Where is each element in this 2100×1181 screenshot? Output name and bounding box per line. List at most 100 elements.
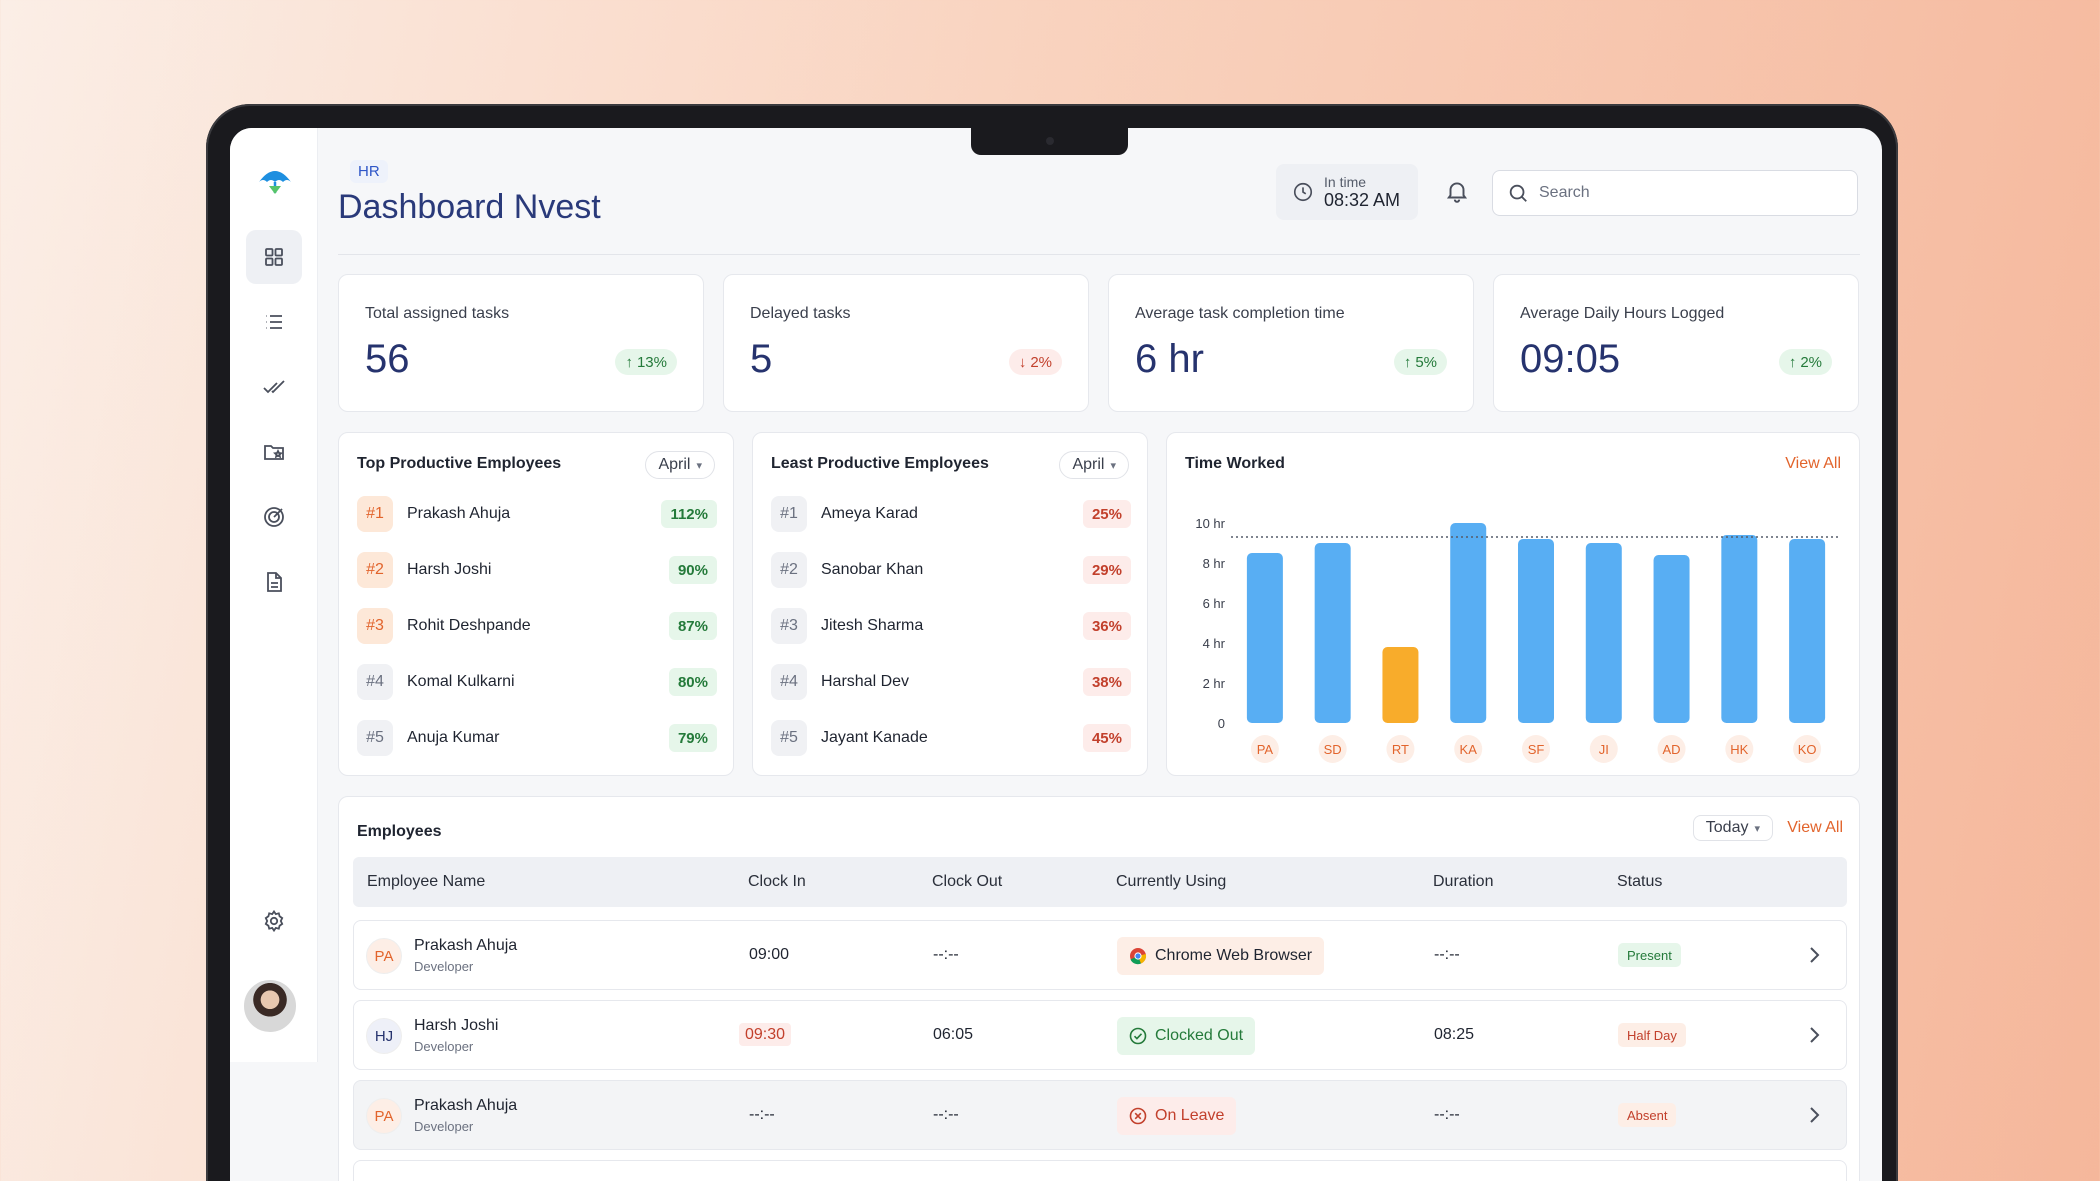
employee-name: Harsh Joshi xyxy=(407,561,492,578)
nav-dashboard[interactable] xyxy=(246,230,302,284)
col-currently-using[interactable]: Currently Using xyxy=(1116,873,1227,890)
employee-name: Jitesh Sharma xyxy=(821,617,924,634)
breadcrumb[interactable]: HR xyxy=(350,160,388,183)
rank-badge: #5 xyxy=(357,720,393,756)
list-item[interactable]: #1 Prakash Ahuja 112% xyxy=(357,495,717,533)
x-tick-badge xyxy=(1250,735,1279,763)
y-tick-label: 6 hr xyxy=(1203,596,1226,611)
employee-role: Developer xyxy=(414,1039,474,1054)
table-row[interactable]: PA Prakash Ahuja Developer 09:00 --:-- C… xyxy=(353,920,1847,990)
list-item[interactable]: #5 Jayant Kanade 45% xyxy=(771,719,1131,757)
top-productive-panel: Top Productive Employees April ▾ #1 Prakas… xyxy=(338,432,734,776)
stat-card-delayed-tasks: Delayed tasks 5 ↓ 2% xyxy=(723,274,1089,412)
bar-ka xyxy=(1450,523,1487,723)
nav-goals[interactable] xyxy=(246,490,302,544)
clock-icon xyxy=(1293,182,1313,202)
status-badge: Present xyxy=(1618,943,1681,967)
y-tick-label: 2 hr xyxy=(1203,676,1226,691)
dropdown-value: April xyxy=(1072,456,1105,473)
double-check-icon xyxy=(263,380,285,394)
list-item[interactable]: #3 Jitesh Sharma 36% xyxy=(771,607,1131,645)
y-tick-label: 4 hr xyxy=(1203,636,1226,651)
x-tick-badge xyxy=(1657,735,1686,763)
notifications-button[interactable] xyxy=(1444,178,1470,204)
search-input[interactable] xyxy=(1539,184,1839,202)
month-dropdown[interactable]: April ▾ xyxy=(1059,451,1129,479)
sidebar xyxy=(230,128,318,1062)
stat-label: Average Daily Hours Logged xyxy=(1520,305,1725,322)
list-item[interactable]: #2 Sanobar Khan 29% xyxy=(771,551,1131,589)
x-tick-label: KO xyxy=(1798,742,1817,757)
table-row[interactable] xyxy=(353,1160,1847,1181)
employee-name: Jayant Kanade xyxy=(821,729,928,746)
x-tick-badge xyxy=(1793,735,1822,763)
x-tick-badge xyxy=(1318,735,1347,763)
month-dropdown[interactable]: April ▾ xyxy=(645,451,715,479)
employee-name: Harsh Joshi xyxy=(414,1017,499,1034)
period-dropdown[interactable]: Today ▾ xyxy=(1692,815,1773,841)
view-all-link[interactable]: View All xyxy=(1787,819,1843,836)
employee-name: Komal Kulkarni xyxy=(407,673,515,690)
clock-out: --:-- xyxy=(933,946,959,963)
app-screen: HR Dashboard Nvest In time 08:32 AM Tota… xyxy=(230,128,1882,1181)
chevron-down-icon: ▾ xyxy=(696,459,702,472)
employee-name: Prakash Ahuja xyxy=(407,505,511,522)
employee-initials: PA xyxy=(366,1098,402,1134)
employee-name: Rohit Deshpande xyxy=(407,617,531,634)
list-item[interactable]: #2 Harsh Joshi 90% xyxy=(357,551,717,589)
stat-value: 6 hr xyxy=(1135,337,1204,381)
col-clock-in[interactable]: Clock In xyxy=(748,873,806,890)
using-label: Clocked Out xyxy=(1155,1027,1244,1044)
employee-initials: PA xyxy=(366,938,402,974)
chrome-icon xyxy=(1130,948,1147,965)
col-status[interactable]: Status xyxy=(1617,873,1663,890)
bar-ad xyxy=(1653,555,1690,723)
time-worked-chart: 0 2 hr 4 hr 6 hr 8 hr 10 hr PA SD RT KA SF JI AD HK KO xyxy=(1195,516,1841,763)
employee-name: Harshal Dev xyxy=(821,673,910,690)
dropdown-value: April xyxy=(658,456,691,473)
search-box[interactable] xyxy=(1492,170,1858,216)
bell-icon xyxy=(1446,182,1468,203)
gear-icon xyxy=(264,909,284,933)
nav-settings[interactable] xyxy=(246,894,302,948)
chevron-down-icon: ▾ xyxy=(1110,459,1116,472)
rank-badge: #1 xyxy=(771,496,807,532)
row-chevron-right-icon[interactable] xyxy=(1802,943,1826,967)
clock-in: 09:00 xyxy=(749,946,790,963)
umbrella-logo-icon xyxy=(259,171,291,194)
arrow-up-icon: ↑ xyxy=(625,353,633,371)
list-item[interactable]: #4 Harshal Dev 38% xyxy=(771,663,1131,701)
nav-list[interactable] xyxy=(246,295,302,349)
nav-documents[interactable] xyxy=(246,555,302,609)
table-row[interactable]: HJ Harsh Joshi Developer 09:30 06:05 Clo… xyxy=(353,1000,1847,1070)
col-employee-name[interactable]: Employee Name xyxy=(367,873,486,890)
clock-out: 06:05 xyxy=(933,1026,974,1043)
list-icon xyxy=(266,315,282,329)
avatar[interactable] xyxy=(242,978,298,1034)
row-chevron-right-icon[interactable] xyxy=(1802,1023,1826,1047)
in-time-label: In time xyxy=(1324,173,1367,190)
col-duration[interactable]: Duration xyxy=(1433,873,1494,890)
employee-name: Sanobar Khan xyxy=(821,561,924,578)
row-chevron-right-icon[interactable] xyxy=(1802,1103,1826,1127)
nav-folders[interactable] xyxy=(246,425,302,479)
in-time-value: 08:32 AM xyxy=(1324,189,1401,210)
list-item[interactable]: #3 Rohit Deshpande 87% xyxy=(357,607,717,645)
list-item[interactable]: #5 Anuja Kumar 79% xyxy=(357,719,717,757)
arrow-down-icon: ↓ xyxy=(1018,353,1027,371)
col-clock-out[interactable]: Clock Out xyxy=(932,873,1003,890)
list-item[interactable]: #4 Komal Kulkarni 80% xyxy=(357,663,717,701)
bar-sf xyxy=(1518,539,1554,723)
x-tick-badge xyxy=(1386,735,1415,763)
list-item[interactable]: #1 Ameya Karad 25% xyxy=(771,495,1131,533)
duration: 08:25 xyxy=(1434,1026,1475,1043)
stat-change: 2% xyxy=(1030,353,1052,371)
table-row[interactable]: PA Prakash Ahuja Developer --:-- --:-- O… xyxy=(353,1080,1847,1150)
stat-change: 2% xyxy=(1800,353,1822,371)
nav-tasks[interactable] xyxy=(246,360,302,414)
rank-badge: #4 xyxy=(357,664,393,700)
x-tick-badge xyxy=(1522,735,1550,763)
employee-name: Anuja Kumar xyxy=(407,729,500,746)
stat-change-badge: ↑ 2% xyxy=(1778,349,1832,375)
view-all-link[interactable]: View All xyxy=(1785,455,1841,472)
